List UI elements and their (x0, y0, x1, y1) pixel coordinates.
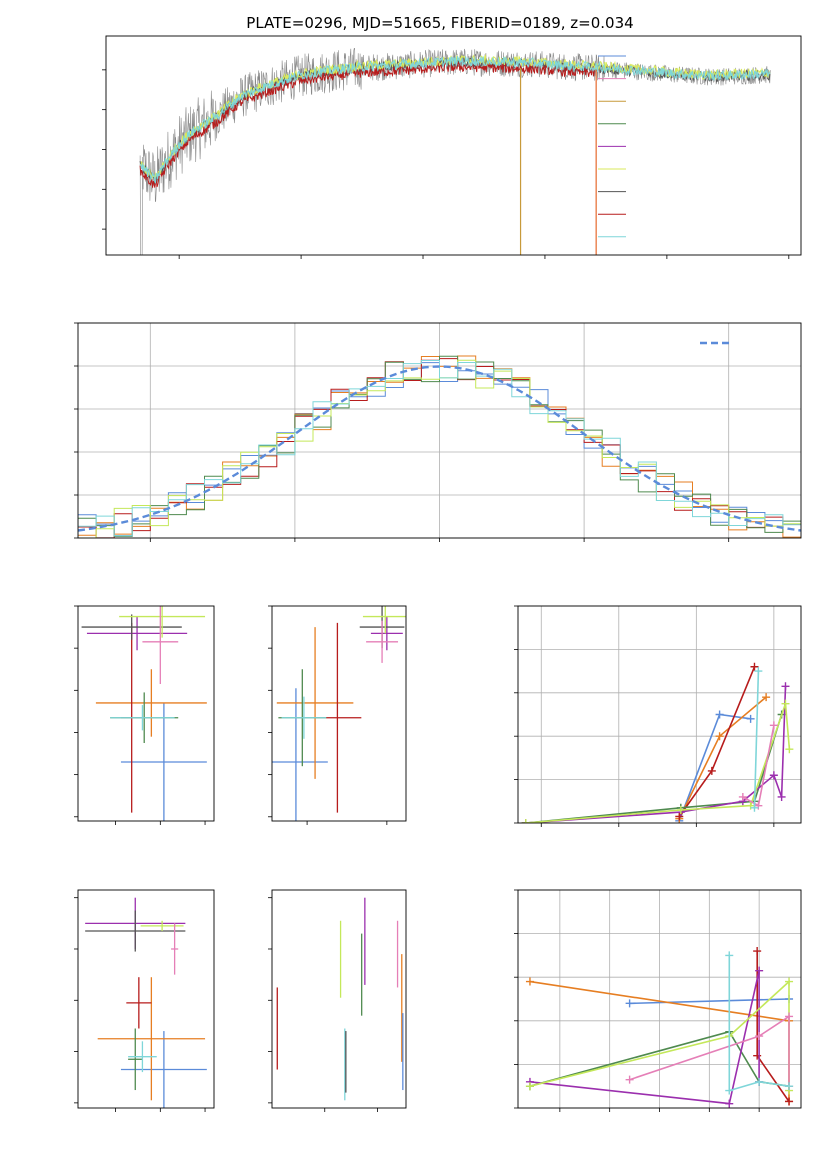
weight-marker (755, 1032, 764, 1041)
weight-marker (525, 977, 534, 986)
axes-frame (77, 322, 802, 539)
panels (74, 35, 802, 1112)
weight-marker (715, 710, 724, 719)
weight-line-salpeter_miles (742, 725, 775, 807)
axes-frame (271, 605, 407, 822)
plot-area (272, 606, 406, 821)
weight-marker (785, 1012, 794, 1021)
axes-frame (77, 605, 215, 822)
weight-marker (753, 947, 762, 956)
axes-frame (517, 605, 802, 824)
weight-marker (769, 771, 778, 780)
residual-histogram-chabrier_elodie (78, 355, 801, 538)
weight-marker (785, 977, 794, 986)
plot-area (85, 897, 207, 1108)
chart-spectrum (102, 35, 802, 259)
chart-age_vs_mass (268, 605, 407, 825)
weight-marker (676, 805, 685, 814)
residual-histogram-kroupa_stelib (78, 360, 801, 538)
spectrum-legend (598, 55, 626, 238)
plot-area (78, 355, 801, 538)
weight-marker (755, 1077, 764, 1086)
weight-marker (746, 714, 755, 723)
plot-area (521, 662, 794, 823)
weight-marker (715, 732, 724, 741)
weight-marker (781, 682, 790, 691)
weight-line-salpeter_elodie (525, 686, 787, 823)
model-spectrum-chabrier_stelib (139, 55, 771, 185)
model-spectrum-salpeter_stelib (139, 61, 595, 188)
weight-marker (625, 999, 634, 1008)
weight-marker (725, 1086, 734, 1095)
weight-line-chabrier_miles (629, 998, 790, 1005)
axes-frame (77, 889, 215, 1109)
figure-title: PLATE=0296, MJD=51665, FIBERID=0189, z=0… (246, 14, 633, 32)
weight-marker (707, 766, 716, 775)
weight-line-kroupa_stelib (728, 955, 790, 1092)
weight-marker (755, 966, 764, 975)
axes-frame (105, 35, 802, 256)
weight-marker (762, 693, 771, 702)
chart-weight_vs_age (514, 605, 802, 827)
weight-line-salpeter_miles (629, 1014, 790, 1087)
weight-marker (725, 1099, 734, 1108)
weight-marker (785, 1082, 794, 1091)
weight-marker (675, 812, 684, 821)
weight-marker (521, 819, 530, 823)
weight-marker (777, 792, 786, 801)
weight-line-salpeter_elodie (529, 970, 760, 1105)
chart-weight_vs_Z (514, 889, 802, 1112)
weight-marker (725, 951, 734, 960)
chart-age_vs_Z (74, 605, 215, 825)
weight-marker (750, 662, 759, 671)
weight-marker (525, 1082, 534, 1091)
residual-histogram-lime (78, 359, 801, 538)
weight-marker (781, 699, 790, 708)
model-spectrum-kroupa_stelib (139, 56, 771, 185)
chart-mass_vs_Z (74, 889, 215, 1112)
plot-area (139, 48, 771, 255)
observed-spectrum (139, 48, 771, 255)
weight-marker (738, 792, 747, 801)
chart-residuals (74, 322, 802, 542)
weight-line-kroupa_stelib (753, 671, 760, 808)
axes-frame (271, 889, 407, 1109)
axes-frame (517, 889, 802, 1109)
weight-marker (754, 667, 763, 676)
plot-area (525, 947, 794, 1108)
chart-mass_vs_ebv (268, 889, 407, 1112)
weight-marker (750, 803, 759, 812)
plot-area (276, 897, 404, 1101)
weight-marker (625, 1075, 634, 1084)
plot-area (81, 606, 207, 821)
weight-marker (785, 1097, 794, 1106)
weight-marker (785, 745, 794, 754)
weight-marker (769, 721, 778, 730)
normal-curve (78, 365, 801, 532)
